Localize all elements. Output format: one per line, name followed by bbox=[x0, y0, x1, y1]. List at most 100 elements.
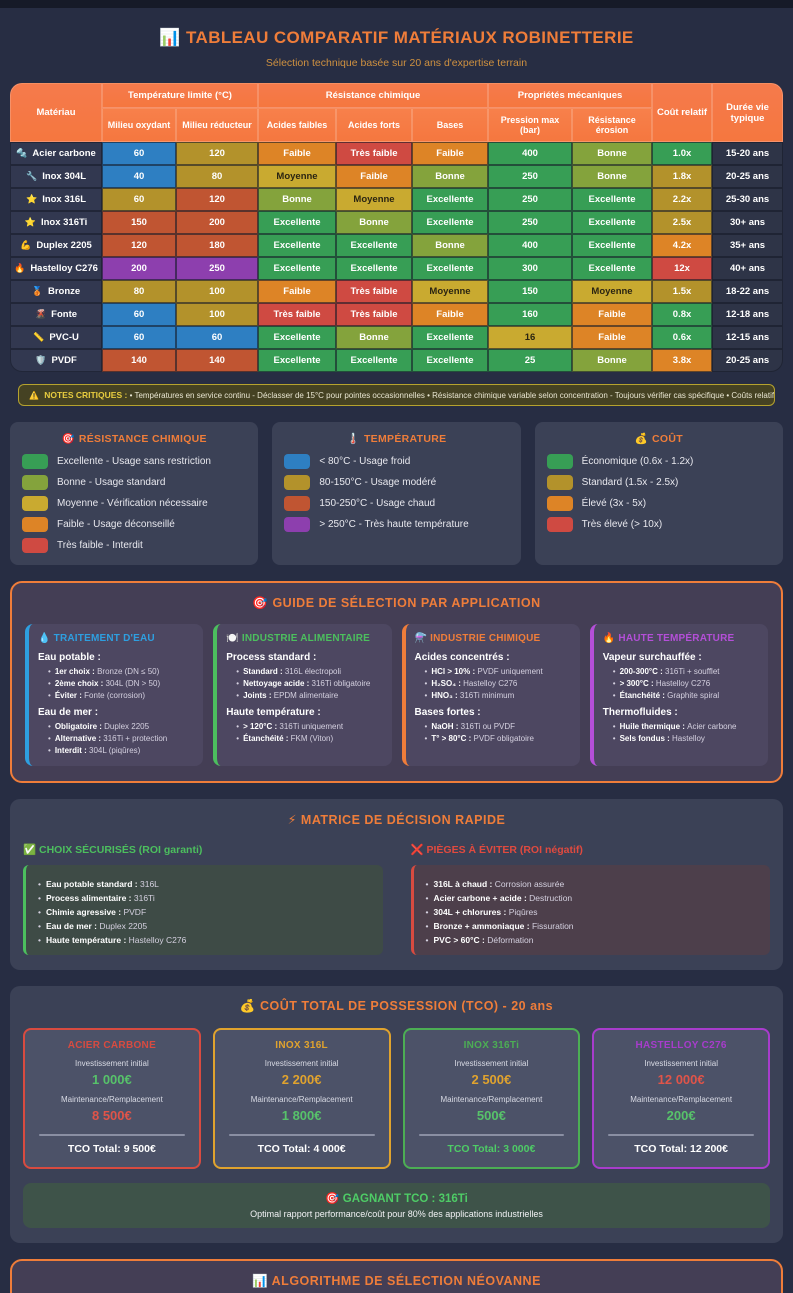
item-label: HNO₃ : bbox=[431, 691, 460, 700]
bolt-icon: 🔩 bbox=[16, 148, 28, 158]
rating-cell: 160 bbox=[488, 303, 573, 326]
decision-matrix-section: ⚡ MATRICE DE DÉCISION RAPIDE ✅ CHOIX SÉC… bbox=[10, 799, 783, 970]
item-value: Graphite spiral bbox=[667, 691, 720, 700]
item-label: 200-300°C : bbox=[619, 667, 666, 676]
material-cell: 📏 PVC-U bbox=[10, 326, 102, 349]
bronze-medal-icon: 🥉 bbox=[31, 286, 43, 296]
rating-cell: Excellente bbox=[572, 188, 653, 211]
rating-cell: Faible bbox=[258, 280, 337, 303]
selection-guide-section: 🎯 GUIDE DE SÉLECTION PAR APPLICATION 💧 TR… bbox=[10, 581, 783, 783]
material-name: PVC-U bbox=[49, 332, 79, 343]
rating-cell: Excellente bbox=[258, 326, 337, 349]
legend-title: 🎯 RÉSISTANCE CHIMIQUE bbox=[22, 432, 246, 445]
rating-cell: 1.5x bbox=[652, 280, 713, 303]
legend-title-text: COÛT bbox=[652, 433, 683, 445]
matrix-item: Acier carbone + acide : Destruction bbox=[426, 893, 759, 903]
item-label: Huile thermique : bbox=[619, 722, 688, 731]
rating-cell: 25 bbox=[488, 349, 573, 372]
critical-notes-bar: ⚠️ NOTES CRITIQUES : • Températures en s… bbox=[18, 384, 775, 406]
rating-cell: Excellente bbox=[336, 234, 413, 257]
item-value: Corrosion assurée bbox=[494, 879, 565, 889]
tco-card: ACIER CARBONE Investissement initial 1 000… bbox=[23, 1028, 201, 1169]
lifespan-cell: 20-25 ans bbox=[712, 165, 784, 188]
color-swatch bbox=[22, 454, 48, 469]
card-item: HNO₃ : 316Ti minimum bbox=[425, 691, 571, 700]
item-value: Hastelloy C276 bbox=[655, 679, 711, 688]
color-swatch bbox=[546, 454, 573, 469]
tco-card-name: HASTELLOY C276 bbox=[635, 1040, 727, 1051]
card-item: Interdit : 304L (piqûres) bbox=[48, 746, 194, 755]
legend-panel: 🎯 RÉSISTANCE CHIMIQUE Excellente - Usage s… bbox=[10, 422, 259, 565]
rating-cell: 4.2x bbox=[652, 234, 713, 257]
rating-cell: Excellente bbox=[258, 349, 337, 372]
card-item: Joints : EPDM alimentaire bbox=[236, 691, 382, 700]
table-sub-header-row: Milieu oxydant Milieu réducteur Acides f… bbox=[10, 108, 783, 142]
item-label: Étanchéité : bbox=[619, 691, 668, 700]
card-section-heading: Haute température : bbox=[226, 707, 321, 718]
tco-section-title-text: COÛT TOTAL DE POSSESSION (TCO) - 20 ans bbox=[259, 999, 554, 1013]
thermometer-icon: 🌡️ bbox=[346, 433, 360, 445]
item-value: Déformation bbox=[487, 935, 534, 945]
guide-section-title-text: GUIDE DE SÉLECTION PAR APPLICATION bbox=[272, 596, 541, 610]
rating-cell: Excellente bbox=[572, 257, 653, 280]
material-name: Fonte bbox=[51, 309, 78, 320]
rating-cell: 140 bbox=[176, 349, 259, 372]
material-cell: ⭐ Inox 316L bbox=[10, 188, 102, 211]
chemical-flask-icon: ⚗️ bbox=[414, 633, 428, 644]
rating-cell: 2.5x bbox=[652, 211, 713, 234]
application-card-title-text: TRAITEMENT D'EAU bbox=[53, 633, 155, 644]
matrix-item: Haute température : Hastelloy C276 bbox=[38, 935, 371, 945]
item-value: Hastelloy C276 bbox=[128, 935, 187, 945]
column-header-resistance-erosion: Résistance érosion bbox=[572, 108, 653, 142]
investment-label: Investissement initial bbox=[264, 1059, 339, 1068]
color-swatch bbox=[546, 517, 573, 532]
item-label: Chimie agressive : bbox=[45, 907, 124, 917]
rating-cell: 400 bbox=[488, 234, 573, 257]
color-swatch bbox=[284, 475, 311, 490]
table-group-header-row: Matériau Température limite (°C) Résista… bbox=[10, 83, 784, 142]
rating-cell: Excellente bbox=[336, 349, 413, 372]
table-row: ⭐ Inox 316L 60 120 Bonne Moyenne Excellente 250… bbox=[10, 188, 784, 211]
legend-item: < 80°C - Usage froid bbox=[284, 454, 508, 469]
rating-cell: Faible bbox=[258, 142, 337, 165]
rating-cell: Faible bbox=[336, 165, 413, 188]
tco-section: 💰 COÛT TOTAL DE POSSESSION (TCO) - 20 an… bbox=[10, 986, 783, 1243]
rating-cell: 400 bbox=[488, 142, 573, 165]
tco-card-name: INOX 316Ti bbox=[463, 1040, 520, 1051]
item-value: Fonte (corrosion) bbox=[84, 691, 146, 700]
legend-title-text: RÉSISTANCE CHIMIQUE bbox=[78, 433, 207, 445]
rating-cell: 120 bbox=[176, 188, 259, 211]
legend-item: Moyenne - Vérification nécessaire bbox=[22, 496, 246, 511]
tco-total: TCO Total: 9 500€ bbox=[67, 1143, 156, 1155]
investment-value: 2 200€ bbox=[281, 1072, 322, 1087]
legend-item: Standard (1.5x - 2.5x) bbox=[546, 475, 771, 490]
item-value: 304L (DN > 50) bbox=[105, 679, 161, 688]
matrix-item: 304L + chlorures : Piqûres bbox=[426, 907, 759, 917]
item-value: Bronze (DN ≤ 50) bbox=[97, 667, 160, 676]
rating-cell: 200 bbox=[176, 211, 259, 234]
item-value: 316Ti ou PVDF bbox=[460, 722, 516, 731]
material-cell: 🛡️ PVDF bbox=[10, 349, 102, 372]
target-icon: 🎯 bbox=[61, 433, 75, 445]
legend-label: 150-250°C - Usage chaud bbox=[319, 498, 436, 509]
traps-box: 316L à chaud : Corrosion assurée Acier ca… bbox=[410, 865, 770, 955]
rating-cell: Bonne bbox=[412, 165, 489, 188]
legend-panel: 💰 COÛT Économique (0.6x - 1.2x) Standard (1… bbox=[534, 422, 783, 565]
item-label: 1er choix : bbox=[54, 667, 98, 676]
tco-total: TCO Total: 3 000€ bbox=[447, 1143, 536, 1155]
color-swatch bbox=[284, 517, 311, 532]
item-label: Haute température : bbox=[45, 935, 129, 945]
card-section-heading: Eau potable : bbox=[38, 652, 101, 663]
card-section-heading: Thermofluides : bbox=[602, 707, 678, 718]
page-subtitle: Sélection technique basée sur 20 ans d'e… bbox=[265, 57, 528, 69]
item-value: 304L (piqûres) bbox=[89, 746, 141, 755]
rating-cell: 40 bbox=[102, 165, 176, 188]
item-value: Duplex 2205 bbox=[99, 921, 148, 931]
maintenance-label: Maintenance/Remplacement bbox=[60, 1095, 163, 1104]
item-label: Obligatoire : bbox=[54, 722, 105, 731]
card-item-list: 200-300°C : 316Ti + soufflet > 300°C : Ha… bbox=[603, 667, 759, 700]
item-label: Standard : bbox=[243, 667, 285, 676]
application-card-title: 🔥 HAUTE TEMPÉRATURE bbox=[603, 633, 759, 644]
rating-cell: 60 bbox=[102, 303, 176, 326]
rating-cell: 1.0x bbox=[652, 142, 713, 165]
